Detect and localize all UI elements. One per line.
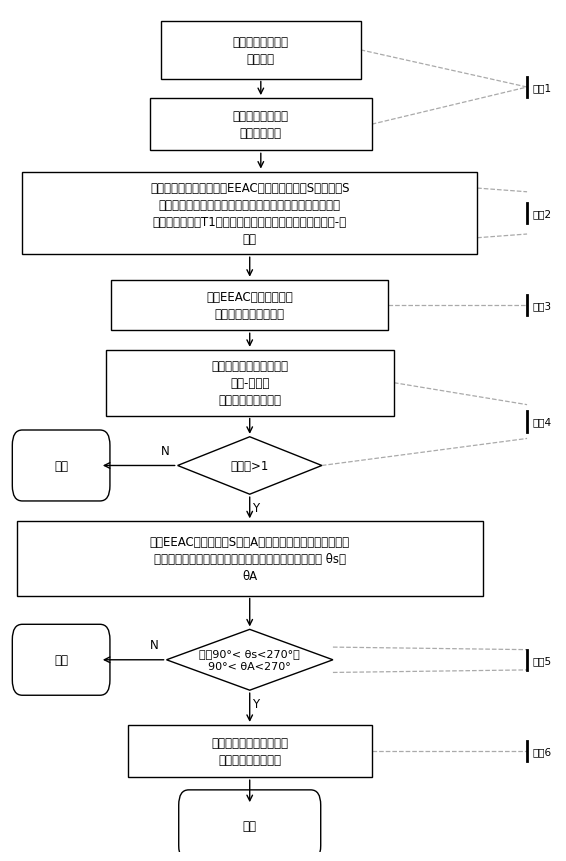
Text: 步骤2: 步骤2 (533, 208, 552, 219)
Text: Y: Y (252, 501, 259, 514)
Text: 步骤3: 步骤3 (533, 300, 552, 311)
FancyBboxPatch shape (105, 350, 394, 416)
Text: 基于时域仿真轨迹，利用EEAC方法识别领前群S群，根据S
群中各台机组参与因子及各机组对断面组成元件的灵敏度确
定关键输电断面T1，并得到系统等值单机无穷大系统: 基于时域仿真轨迹，利用EEAC方法识别领前群S群，根据S 群中各台机组参与因子及… (150, 182, 349, 245)
FancyBboxPatch shape (22, 172, 477, 255)
Text: 基于EEAC得到预想故障
下摆次数及各摆次时段: 基于EEAC得到预想故障 下摆次数及各摆次时段 (207, 291, 293, 320)
FancyBboxPatch shape (150, 99, 372, 152)
Text: Y: Y (252, 697, 259, 710)
Text: 针对预想故障进行
时域仿真计算: 针对预想故障进行 时域仿真计算 (233, 110, 289, 140)
Text: 结束: 结束 (243, 819, 257, 832)
Text: 电网运行方式、模
型及参数: 电网运行方式、模 型及参数 (233, 36, 289, 65)
Text: 利用EEAC方法分别对S群和A群进行再分群等值，计算不同
群内等值两机系统下两台等值发电机任一时刻的相位差 θs和
θA: 利用EEAC方法分别对S群和A群进行再分群等值，计算不同 群内等值两机系统下两台… (149, 536, 350, 582)
FancyBboxPatch shape (12, 624, 110, 696)
FancyBboxPatch shape (12, 430, 110, 501)
FancyBboxPatch shape (161, 22, 361, 79)
FancyBboxPatch shape (128, 725, 372, 777)
Text: 结束: 结束 (54, 460, 68, 473)
Polygon shape (166, 629, 333, 691)
Text: N: N (149, 639, 158, 652)
Text: N: N (161, 444, 169, 457)
Text: 步骤6: 步骤6 (533, 746, 552, 756)
Text: 结束: 结束 (54, 653, 68, 666)
Text: 波峰数>1: 波峰数>1 (230, 460, 269, 473)
FancyBboxPatch shape (111, 281, 388, 331)
Text: 步骤4: 步骤4 (533, 417, 552, 427)
Text: 根据机组再分群信息确定
暂态稳定负相关断面: 根据机组再分群信息确定 暂态稳定负相关断面 (211, 736, 288, 766)
Text: 存在90°< θs<270°或
90°< θA<270°: 存在90°< θs<270°或 90°< θA<270° (199, 648, 300, 672)
FancyBboxPatch shape (179, 790, 321, 861)
Polygon shape (178, 437, 322, 494)
FancyBboxPatch shape (17, 522, 483, 596)
Text: 步骤1: 步骤1 (533, 83, 552, 93)
Text: 步骤5: 步骤5 (533, 655, 552, 665)
Text: 分析等值单机无穷大系统
的功-角曲线
第一摆次内波峰数量: 分析等值单机无穷大系统 的功-角曲线 第一摆次内波峰数量 (211, 360, 288, 406)
